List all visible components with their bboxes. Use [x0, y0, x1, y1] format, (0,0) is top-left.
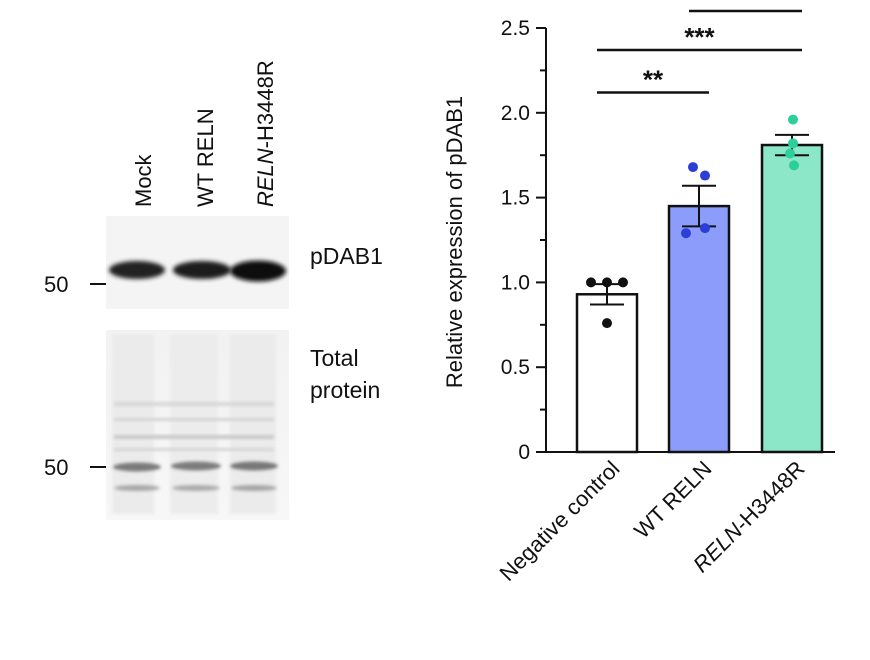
y-tick-label: 1.5: [501, 187, 530, 210]
data-point: [602, 318, 612, 329]
data-point: [681, 228, 691, 239]
panel-label-total: Total: [310, 345, 359, 371]
significance-brackets: ******: [597, 0, 802, 94]
y-tick-label: 2.5: [501, 17, 530, 40]
y-tick-label: 0: [518, 441, 530, 464]
bar-1: [667, 204, 731, 454]
bar-2: [760, 143, 824, 454]
data-point: [789, 160, 799, 171]
data-point: [586, 277, 596, 288]
x-tick-label: WT RELN: [629, 456, 716, 543]
data-point: [785, 148, 795, 159]
x-tick-label-text: -H3448R: [730, 456, 810, 536]
blot-image-total-protein: [106, 330, 289, 520]
lane-label-mock: Mock: [131, 153, 156, 207]
marker-label-total-protein: 50: [44, 455, 68, 480]
y-tick-label: 0.5: [501, 356, 530, 379]
bar-0: [575, 293, 639, 454]
y-ticks: 0 0.5 1.0 1.5 2.0 2.5: [501, 17, 546, 464]
data-point: [602, 277, 612, 288]
western-blot: Mock WT RELN RELN-H3448R: [44, 60, 383, 520]
panel-label-pdab1: pDAB1: [310, 243, 383, 269]
data-point: [688, 162, 698, 173]
data-points: [586, 114, 799, 329]
data-point: [700, 223, 710, 234]
data-point: [788, 138, 798, 149]
data-point: [700, 170, 710, 181]
y-tick-label: 2.0: [501, 102, 530, 125]
x-tick-label-text: Negative control: [494, 456, 624, 586]
significance-label: *: [740, 0, 751, 13]
significance-label: ***: [684, 22, 715, 52]
data-point: [788, 114, 798, 125]
y-tick-label: 1.0: [501, 271, 530, 294]
bars: [575, 143, 824, 454]
data-point: [618, 277, 628, 288]
x-tick-label-text: WT RELN: [629, 456, 716, 543]
significance-label: **: [643, 64, 664, 94]
lane-label-wt-reln: WT RELN: [193, 108, 218, 207]
panel-label-protein: protein: [310, 377, 380, 403]
lane-label-reln-h3448r: RELN-H3448R: [253, 60, 278, 207]
bar-chart: Relative expression of pDAB1 0 0.5 1.0 1.5 2…: [442, 0, 835, 586]
y-axis-label: Relative expression of pDAB1: [442, 96, 467, 388]
blot-image-pdab1: [106, 216, 289, 309]
x-tick-label: Negative control: [494, 456, 624, 586]
marker-label-pdab1: 50: [44, 272, 68, 297]
